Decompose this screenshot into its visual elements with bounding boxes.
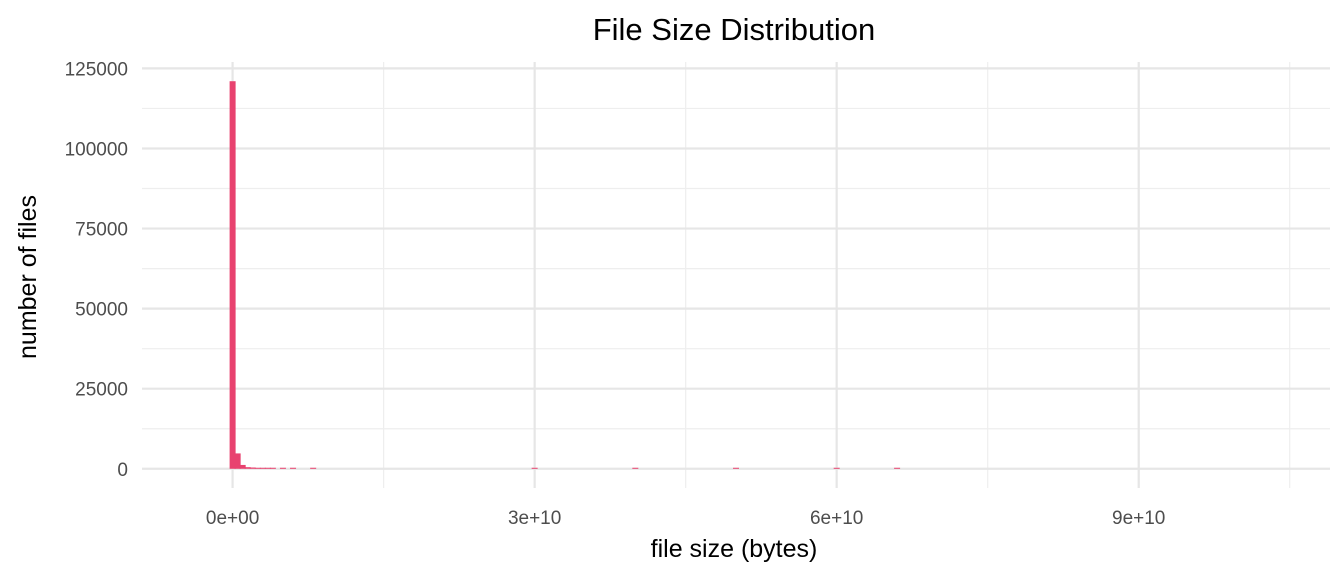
x-axis-title: file size (bytes)	[651, 535, 818, 563]
y-tick-label: 100000	[65, 139, 128, 160]
histogram-bar	[264, 467, 271, 469]
chart-title: File Size Distribution	[593, 12, 876, 47]
histogram-bar	[310, 467, 317, 469]
grid-lines	[142, 62, 1330, 488]
histogram-bar	[229, 81, 236, 469]
histogram-bar	[269, 467, 276, 469]
x-tick-label: 9e+10	[1112, 508, 1165, 529]
histogram-bar	[290, 467, 297, 469]
histogram-bar	[279, 467, 286, 469]
histogram-bar	[531, 467, 538, 469]
y-tick-label: 125000	[65, 59, 128, 80]
histogram-bar	[733, 467, 739, 469]
histogram-bar	[234, 453, 241, 469]
histogram-bar	[894, 467, 901, 469]
histogram-bar	[244, 467, 251, 469]
y-tick-label: 0	[117, 460, 128, 481]
histogram-bar	[254, 467, 261, 469]
y-axis-title: number of files	[14, 195, 42, 359]
x-tick-label: 3e+10	[508, 508, 561, 529]
y-tick-label: 25000	[75, 380, 128, 401]
histogram-bar	[249, 467, 256, 469]
histogram-bar	[833, 467, 840, 469]
y-axis-tick-labels: 0 25000 50000 75000 100000 125000	[65, 59, 128, 480]
y-tick-label: 50000	[75, 300, 128, 321]
y-tick-label: 75000	[75, 220, 128, 241]
x-axis-tick-labels: 0e+00 3e+10 6e+10 9e+10	[206, 508, 1165, 529]
histogram-bar	[259, 467, 266, 469]
histogram-bar	[632, 467, 639, 469]
x-tick-label: 6e+10	[810, 508, 863, 529]
histogram-bars	[229, 81, 901, 469]
x-tick-label: 0e+00	[206, 508, 259, 529]
histogram-bar	[239, 464, 246, 469]
